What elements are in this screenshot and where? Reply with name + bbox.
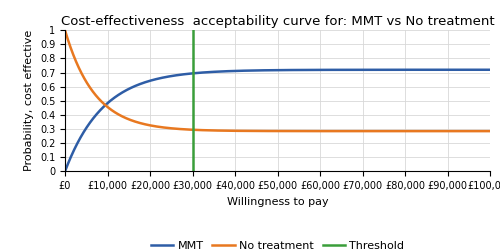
No treatment — [487, 130, 493, 133]
X-axis label: Willingness to pay: Willingness to pay — [226, 197, 328, 207]
Legend: MMT, No treatment, Threshold: MMT, No treatment, Threshold — [146, 236, 408, 252]
MMT — [474, 68, 480, 71]
MMT — [487, 68, 493, 71]
Line: MMT: MMT — [65, 70, 490, 171]
MMT — [84, 126, 89, 129]
MMT — [62, 170, 68, 173]
Title: Cost-effectiveness  acceptability curve for: MMT vs No treatment: Cost-effectiveness acceptability curve f… — [60, 15, 494, 28]
No treatment — [84, 81, 89, 84]
No treatment — [396, 130, 402, 133]
No treatment — [474, 130, 480, 133]
MMT — [396, 68, 402, 71]
No treatment — [474, 130, 480, 133]
No treatment — [268, 130, 274, 133]
No treatment — [258, 130, 264, 133]
MMT — [474, 68, 480, 71]
No treatment — [62, 29, 68, 32]
MMT — [268, 69, 274, 72]
Line: No treatment: No treatment — [65, 30, 490, 131]
MMT — [258, 69, 264, 72]
Y-axis label: Probability, cost effective: Probability, cost effective — [24, 30, 34, 171]
